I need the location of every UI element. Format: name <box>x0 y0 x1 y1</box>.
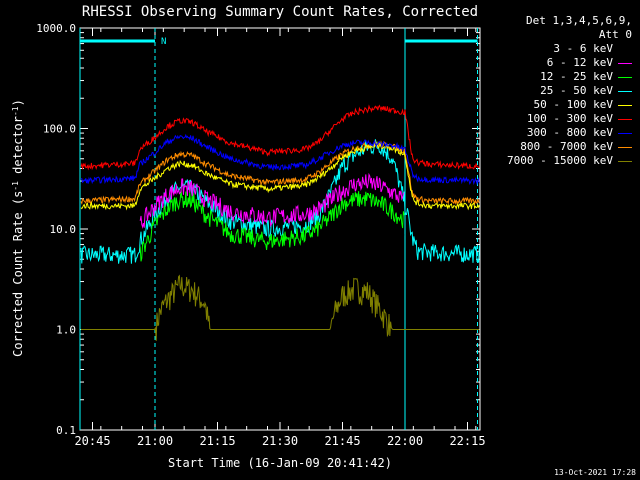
series-line-12-25-kev <box>139 190 405 262</box>
legend-swatch <box>618 104 632 106</box>
legend-entry: 25 - 50 keV <box>472 84 632 98</box>
y-tick-label: 1000.0 <box>36 22 76 35</box>
legend-entry: 800 - 7000 keV <box>472 140 632 154</box>
legend-detectors: Det 1,3,4,5,6,9, <box>526 14 632 27</box>
y-tick-label: 0.1 <box>56 424 76 437</box>
legend-entry: 3 - 6 keV <box>472 42 632 56</box>
legend-entry: 7000 - 15000 keV <box>472 154 632 168</box>
legend-entry: 100 - 300 keV <box>472 112 632 126</box>
night-bar-label: N <box>161 37 166 47</box>
legend-entry-label: 3 - 6 keV <box>553 42 613 55</box>
legend-swatch <box>618 160 632 162</box>
legend-entry-label: 25 - 50 keV <box>540 84 613 97</box>
legend: Det 1,3,4,5,6,9, Att 0 3 - 6 keV 6 - 12 k… <box>472 14 632 168</box>
series-line-25-50-kev <box>80 139 480 264</box>
legend-swatch <box>618 118 632 120</box>
x-tick-label: 22:15 <box>449 434 485 448</box>
series-line-3-6-kev <box>139 205 405 272</box>
series-line-50-100-kev <box>80 141 480 211</box>
legend-entry: 50 - 100 keV <box>472 98 632 112</box>
legend-entry-label: 12 - 25 keV <box>540 70 613 83</box>
legend-attenuator: Att 0 <box>598 28 632 41</box>
y-tick-label: 1.0 <box>56 324 76 337</box>
y-tick-label: 10.0 <box>50 223 77 236</box>
x-tick-label: 20:45 <box>74 434 110 448</box>
date-stamp: 13-Oct-2021 17:28 <box>554 468 636 477</box>
legend-entry-label: 7000 - 15000 keV <box>507 154 613 167</box>
legend-entry-label: 300 - 800 keV <box>526 126 613 139</box>
x-axis-label: Start Time (16-Jan-09 20:41:42) <box>168 456 392 470</box>
legend-entry-label: 50 - 100 keV <box>533 98 613 111</box>
y-tick-label: 100.0 <box>43 123 76 136</box>
legend-swatch <box>618 62 632 64</box>
legend-swatch <box>618 90 632 92</box>
legend-swatch <box>618 132 632 134</box>
legend-swatch <box>618 48 632 50</box>
x-tick-label: 21:30 <box>262 434 298 448</box>
legend-swatch <box>618 146 632 148</box>
legend-entry-label: 6 - 12 keV <box>546 56 613 69</box>
x-tick-label: 21:00 <box>137 434 173 448</box>
series-line-7000-15000-kev <box>81 274 480 341</box>
legend-entry: 6 - 12 keV <box>472 56 632 70</box>
legend-entry-label: 100 - 300 keV <box>526 112 613 125</box>
legend-entry: 12 - 25 keV <box>472 70 632 84</box>
x-tick-label: 22:00 <box>387 434 423 448</box>
x-tick-label: 21:15 <box>199 434 235 448</box>
plot-area: 0.1 1.0 10.0 100.0 1000.0 20:45 21:00 21:15 21:3… <box>36 22 485 448</box>
chart-title: RHESSI Observing Summary Count Rates, Co… <box>82 4 478 20</box>
series-line-300-800-kev <box>80 133 480 186</box>
series-line-6-12-kev <box>139 172 405 229</box>
series-line-100-300-kev <box>80 104 480 171</box>
x-tick-label: 21:45 <box>324 434 360 448</box>
y-axis-label: Corrected Count Rate (s-1 detector-1) <box>11 99 26 357</box>
legend-entry-label: 800 - 7000 keV <box>520 140 613 153</box>
legend-entry: 300 - 800 keV <box>472 126 632 140</box>
legend-swatch <box>618 76 632 78</box>
